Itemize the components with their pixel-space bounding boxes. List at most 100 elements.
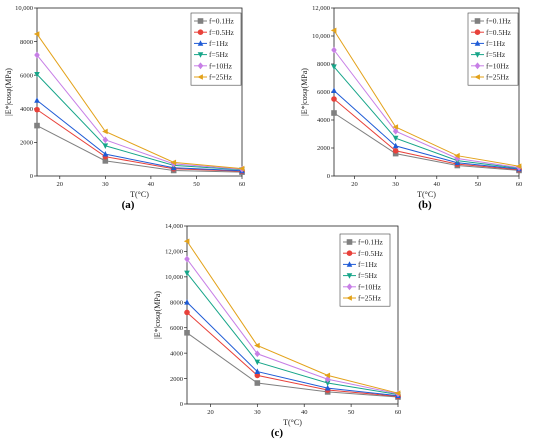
legend-box [190,12,242,86]
series-line-f=1Hz [36,100,243,172]
y-tick-label: 12,000 [312,5,330,12]
x-tick-label: 50 [475,181,482,188]
legend-marker [346,295,352,301]
panel-label: (b) [418,199,432,211]
legend-marker [346,250,353,256]
legend-entry: f=0.1Hz [358,238,384,247]
data-point [324,375,331,383]
series-line-f=1Hz [333,90,520,170]
data-point [392,124,399,130]
y-tick-label: 2000 [20,140,33,147]
data-point [34,122,40,129]
chart-panel-0: 20 30 40 50 60 0 2000 4000 6000 8000 10,000 T(°C) |E… [4,5,245,211]
series-line-f=0.5Hz [333,98,520,171]
x-axis-label: T(°C) [283,418,302,427]
series-line-f=0.1Hz [333,112,520,171]
data-point [184,255,190,263]
x-tick-label: 50 [348,409,355,416]
legend-entry: f=1Hz [209,39,229,48]
legend-marker [197,29,204,35]
y-tick-label: 0 [30,173,33,180]
legend-entry: f=25Hz [358,294,382,303]
legend-entry: f=1Hz [486,39,506,48]
y-tick-label: 6000 [20,72,33,79]
x-tick-label: 20 [207,409,214,416]
data-point [394,390,401,396]
data-point [102,143,109,149]
legend-entry: f=0.1Hz [209,17,235,26]
panel-label: (a) [122,199,135,211]
x-tick-label: 20 [351,181,358,188]
data-point [170,159,177,166]
x-tick-label: 60 [516,181,523,188]
chart-panel-2: 20 30 40 50 60 0 2000 4000 6000 8000 10,000 12,000 1… [153,223,401,439]
series-line-f=25Hz [186,240,399,394]
legend-entry: f=0.1Hz [486,17,512,26]
data-point [392,135,399,142]
data-point [254,372,261,379]
y-tick-label: 14,000 [165,223,183,230]
data-point [102,136,109,144]
series-line-f=0.1Hz [36,125,243,173]
series-line-f=0.5Hz [186,312,399,397]
y-axis-label: |E*|cosφ(MPa) [4,68,13,116]
data-point [102,128,108,135]
legend-marker [474,62,481,70]
x-tick-label: 50 [193,181,200,188]
y-tick-label: 2000 [170,376,183,383]
y-tick-label: 8000 [170,299,183,306]
data-point [331,110,337,116]
legend-marker [346,239,353,245]
legend-box [339,233,391,307]
legend-entry: f=0.5Hz [209,28,235,37]
x-tick-label: 60 [239,181,246,188]
data-point [183,238,190,245]
y-tick-label: 4000 [317,117,330,124]
series-line-f=0.1Hz [186,332,399,398]
legend-entry: f=10Hz [358,282,382,291]
legend-entry: f=0.5Hz [358,249,384,258]
legend-marker [474,29,481,35]
data-point [254,380,261,386]
x-axis-label: T(°C) [417,190,436,199]
legend-entry: f=25Hz [209,73,233,82]
data-point [392,148,399,154]
data-point [331,46,337,54]
data-point [454,152,460,159]
legend-entry: f=10Hz [209,61,233,70]
series-line-f=25Hz [36,33,243,170]
legend-entry: f=1Hz [358,260,378,269]
data-point [102,158,109,164]
legend-marker [346,283,353,291]
legend-marker [346,261,353,267]
x-tick-label: 40 [434,181,441,188]
legend-marker [474,40,481,46]
data-point [184,309,190,316]
data-point [254,368,261,374]
y-axis-label: |E*|cosφ(MPa) [153,291,162,339]
legend-entry: f=5Hz [358,271,378,280]
legend-entry: f=5Hz [209,50,229,59]
chart-panel-1: 20 30 40 50 60 0 2000 4000 6000 8000 10,000 12,000 T… [300,5,522,211]
data-point [392,142,399,149]
data-point [34,97,40,103]
data-point [33,31,40,37]
legend-marker [197,40,204,46]
x-tick-label: 30 [254,409,261,416]
legend-marker [474,18,481,24]
data-point [331,64,337,70]
x-tick-label: 30 [392,181,399,188]
data-point [184,299,190,305]
y-tick-label: 2000 [317,145,330,152]
data-point [184,270,190,277]
legend-entry: f=25Hz [486,73,510,82]
legend-entry: f=5Hz [486,50,506,59]
data-point [324,384,331,391]
data-point [254,342,260,349]
data-point [515,163,522,169]
y-tick-label: 10,000 [165,274,183,281]
series-line-f=5Hz [36,74,243,171]
y-tick-label: 10,000 [312,33,330,40]
series-line-f=10Hz [333,49,520,169]
